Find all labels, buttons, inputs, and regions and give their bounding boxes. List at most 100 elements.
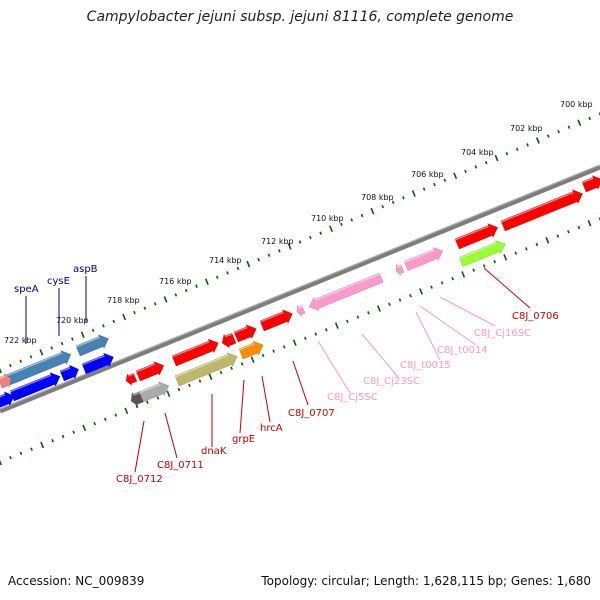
leader-line [439,296,496,327]
gene-arrow-highlight [6,352,63,377]
kbp-label: 702 kbp [510,124,543,133]
gene-label-c8j-0706[interactable]: C8J_0706 [512,311,559,322]
tick-lower [82,424,87,432]
tick-lower [146,400,149,405]
gene-label-c8j-0712[interactable]: C8J_0712 [116,474,163,485]
gene-label-dnaK[interactable]: dnaK [201,446,227,457]
gene-arrow [135,361,165,382]
tick-lower [93,421,97,426]
gene-arrow [233,324,257,343]
gene-arrow-shape [500,189,584,232]
gene-label-aspB[interactable]: aspB [73,264,98,275]
kbp-label: 722 kbp [4,336,37,345]
gene-arrow-highlight [501,191,574,223]
tick-lower [156,396,160,400]
gene-label-c8j-t0015[interactable]: C8J_t0015 [400,360,451,371]
tick-upper [80,331,85,338]
lower-tick-track [0,217,600,466]
gene-arrow-highlight [60,367,71,373]
gene-label-c8j-cj16sc[interactable]: C8J_Cj16SC [474,328,531,339]
gene-arrow-shape [238,340,264,360]
gene-label-c8j-0711[interactable]: C8J_0711 [157,460,204,471]
gene-arrow [454,223,499,250]
genome-backbone [0,164,600,414]
genome-info-text: Topology: circular; Length: 1,628,115 bp… [261,574,591,588]
tick-lower [9,456,12,460]
tick-lower [493,259,497,264]
gene-arrow-highlight [0,375,6,379]
tick-lower [482,264,486,268]
tick-upper [39,349,44,356]
accession-text: Accession: NC_009839 [8,574,145,588]
tick-upper [163,296,168,303]
tick-lower [325,328,328,332]
tick-upper [174,293,178,297]
tick-upper [133,310,136,315]
tick-upper [278,249,281,253]
gene-label-c8j-0707[interactable]: C8J_0707 [288,408,335,419]
gene-label-c8j-cj23sc[interactable]: C8J_Cj23SC [363,376,420,387]
kbp-label: 706 kbp [411,170,444,179]
kbp-label: 708 kbp [361,193,394,202]
tick-lower [577,225,581,230]
leader-line [134,420,145,473]
gene-arrow [125,372,138,387]
gene-label-c8j-t0014[interactable]: C8J_t0014 [437,345,488,356]
gene-arrow-shape [75,334,109,357]
gene-label-cysE[interactable]: cysE [47,276,70,287]
tick-lower [514,251,518,255]
gene-arrow [0,391,15,408]
tick-upper [298,240,302,244]
tick-upper [391,200,395,204]
gene-arrow [9,372,61,402]
gene-label-grpE[interactable]: grpE [232,434,255,445]
tick-lower [208,373,213,381]
leader-line [164,412,178,459]
tick-upper [29,355,33,359]
gene-arrow-highlight [224,333,233,338]
tick-upper [402,196,405,200]
gene-arrow [221,332,237,349]
tick-lower [40,441,45,449]
page-title: Campylobacter jejuni subsp. jejuni 81116… [86,9,514,25]
tick-upper [153,302,157,306]
tick-lower [587,219,592,227]
gene-arrow [138,381,170,403]
tick-lower [188,383,191,387]
tick-lower [545,237,550,244]
gene-label-c8j-cj5sc[interactable]: C8J_Cj5SC [327,392,378,403]
tick-upper [236,266,240,271]
gene-arrow-highlight [404,249,435,263]
gene-arrow-highlight [82,355,105,366]
tick-lower [198,379,202,383]
tick-upper [267,253,271,257]
tick-upper [215,275,219,280]
gene-label-speA[interactable]: speA [14,284,39,295]
gene-arrow-highlight [128,373,135,377]
tick-lower [440,281,444,285]
tick-lower [114,413,118,417]
gene-arrow-highlight [455,225,489,241]
tick-lower [535,242,539,247]
gene-arrow [0,372,12,389]
gene-arrow [174,352,238,387]
tick-upper [567,125,571,129]
tick-upper [102,324,105,328]
tick-lower [314,332,318,336]
tick-lower [230,366,233,370]
tick-upper [60,341,64,346]
tick-upper [411,190,416,197]
gene-arrow-highlight [314,273,380,301]
gene-label-hrcA[interactable]: hrcA [260,423,283,434]
kbp-label: 700 kbp [560,100,593,109]
leader-line [419,305,477,346]
tick-lower [430,285,433,289]
gene-arrow-highlight [260,311,284,323]
kbp-label: 718 kbp [107,296,140,305]
gene-arrow-highlight [397,265,402,268]
tick-upper [443,178,447,182]
tick-upper [195,284,198,288]
tick-lower [409,294,412,298]
gene-arrow-highlight [175,354,229,378]
